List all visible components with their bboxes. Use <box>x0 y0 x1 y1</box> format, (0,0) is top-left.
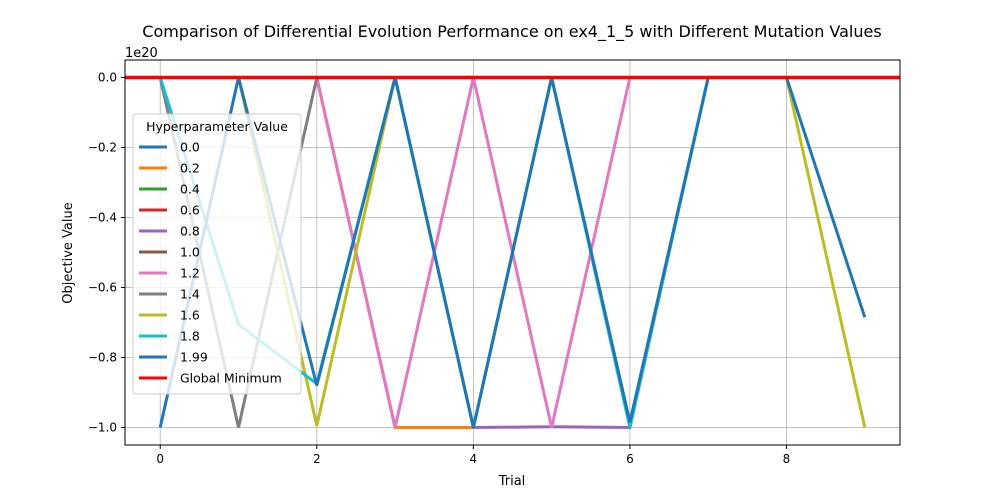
axes-frame <box>124 59 901 446</box>
legend-entry-label: 1.2 <box>180 266 200 281</box>
legend-entry-label: 1.4 <box>180 287 200 302</box>
legend-entry-label: 0.0 <box>180 140 200 155</box>
x-tick-label: 2 <box>313 452 321 466</box>
y-tick-label: 0.0 <box>98 71 117 85</box>
legend-entry-label: 1.8 <box>180 329 200 344</box>
axes-layer <box>124 59 901 446</box>
x-tick-label: 6 <box>626 452 634 466</box>
legend-entry-label: 0.6 <box>180 203 200 218</box>
legend-title: Hyperparameter Value <box>146 119 288 134</box>
legend-entry-label: 1.99 <box>180 350 208 365</box>
y-tick-label: −0.6 <box>88 281 117 295</box>
y-tick-label: −0.8 <box>88 351 117 365</box>
legend-entry-label: 0.2 <box>180 161 200 176</box>
y-tick-label: −0.2 <box>88 141 117 155</box>
x-tick-label: 4 <box>470 452 478 466</box>
legend-entry-label: 0.4 <box>180 182 200 197</box>
legend-entry-label: 1.6 <box>180 308 200 323</box>
y-axis-label: Objective Value <box>61 202 76 303</box>
legend-box <box>132 113 302 395</box>
x-tick-label: 8 <box>783 452 791 466</box>
legend: Hyperparameter Value 0.0 0.2 0.4 0.6 0.8 1.0 1.… <box>132 113 302 395</box>
legend-entry-label: 0.8 <box>180 224 200 239</box>
ticks-layer: 0 2 4 6 8 0.0 −0.2 −0.4 −0.6 −0.8 −1.0 <box>88 71 790 467</box>
y-offset-label: 1e20 <box>125 46 158 61</box>
chart-title: Comparison of Differential Evolution Per… <box>142 22 881 42</box>
x-tick-label: 0 <box>156 452 164 466</box>
legend-entry-label: 1.0 <box>180 245 200 260</box>
legend-entry-label: Global Minimum <box>180 371 282 386</box>
y-tick-label: −1.0 <box>88 421 117 435</box>
y-tick-label: −0.4 <box>88 211 117 225</box>
x-axis-label: Trial <box>498 474 526 489</box>
